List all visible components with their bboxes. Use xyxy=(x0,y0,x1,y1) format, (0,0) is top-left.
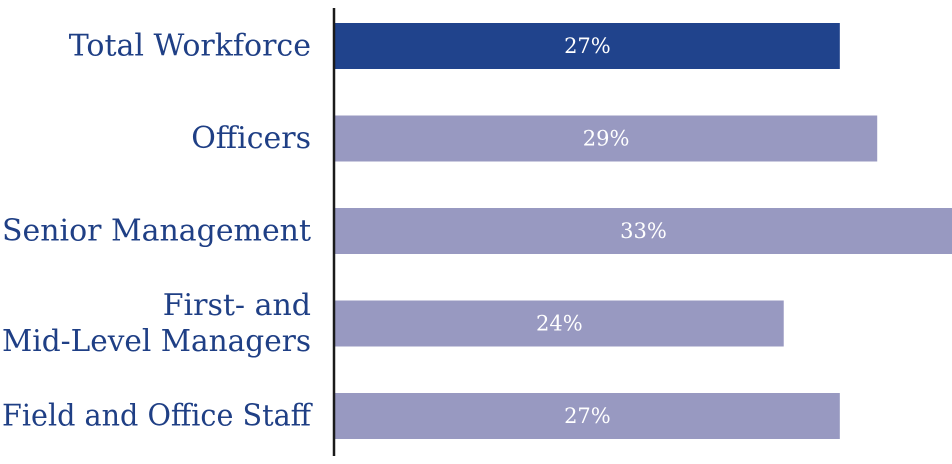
bar-value-label: 27% xyxy=(564,404,611,428)
bar xyxy=(335,393,840,439)
bar xyxy=(335,115,878,162)
category-label: First- and xyxy=(163,288,311,323)
bar-value-label: 29% xyxy=(583,127,630,151)
category-label: Total Workforce xyxy=(69,29,311,64)
category-label: Field and Office Staff xyxy=(2,399,314,434)
category-labels-layer: Total Workforce Officers Senior Management… xyxy=(2,29,314,434)
category-label: Senior Management xyxy=(2,214,311,249)
bar xyxy=(335,300,784,347)
bars-layer: 27% 29% 33% 24% 27% xyxy=(335,23,952,439)
bar-value-label: 33% xyxy=(620,219,667,243)
category-label: Mid-Level Managers xyxy=(2,324,311,359)
bar xyxy=(335,208,952,254)
bar xyxy=(335,23,840,69)
category-label: Officers xyxy=(191,121,311,156)
bar-value-label: 24% xyxy=(536,312,583,336)
bar-value-label: 27% xyxy=(564,34,611,58)
